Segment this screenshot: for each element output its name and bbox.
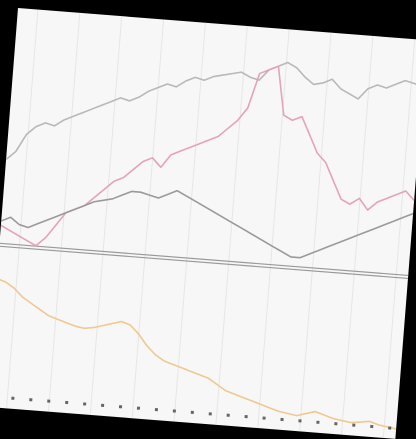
x-tick — [136, 406, 141, 410]
chart-area — [0, 8, 416, 439]
x-tick — [208, 412, 212, 416]
x-tick — [370, 424, 374, 429]
panel-separator — [0, 242, 409, 280]
grid-line — [382, 39, 416, 439]
x-tick — [154, 407, 159, 412]
x-tick — [29, 398, 33, 402]
x-tick — [280, 417, 284, 422]
grid-line — [6, 9, 39, 409]
x-tick — [65, 400, 69, 405]
grid-line — [47, 12, 81, 412]
x-tick — [190, 410, 194, 415]
x-tick — [298, 419, 302, 423]
grid-line — [257, 29, 290, 429]
x-tick — [100, 403, 105, 407]
grid-line — [215, 26, 248, 425]
x-ticks — [11, 396, 392, 430]
line-chart — [0, 9, 416, 439]
series-line-1 — [5, 61, 416, 161]
x-tick — [118, 405, 123, 409]
grid — [6, 9, 416, 439]
x-tick — [334, 422, 338, 426]
panel-separator-line — [0, 245, 409, 280]
x-tick — [226, 413, 230, 417]
grid-line — [299, 32, 332, 432]
x-tick — [172, 409, 176, 413]
grid-line — [131, 19, 165, 419]
series-line-2 — [0, 65, 415, 247]
series-line-4 — [0, 277, 397, 430]
x-tick — [316, 420, 320, 424]
x-tick — [388, 426, 392, 430]
grid-line — [173, 22, 206, 422]
panel-separator-line — [0, 242, 409, 277]
x-tick — [47, 399, 51, 403]
grid-line — [89, 16, 123, 415]
x-tick — [83, 402, 87, 406]
x-tick — [262, 416, 266, 420]
x-tick — [352, 423, 356, 427]
series-line-3 — [0, 189, 414, 259]
x-tick — [11, 396, 15, 400]
